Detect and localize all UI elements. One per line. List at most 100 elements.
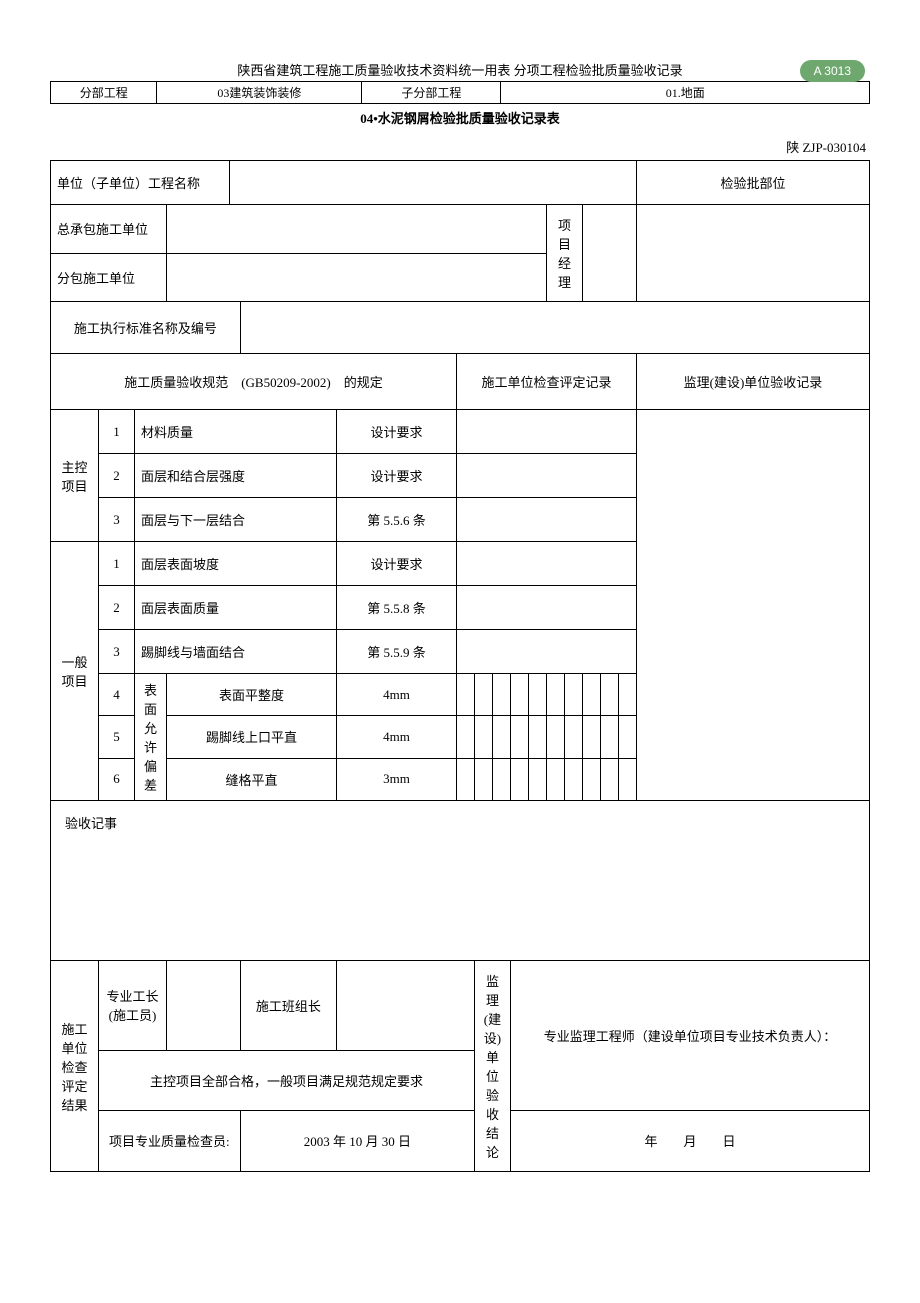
cell[interactable] <box>510 674 528 716</box>
standard-label: 施工执行标准名称及编号 <box>51 302 241 354</box>
mc-n-3: 3 <box>99 498 135 542</box>
check-record-label: 施工单位检查评定记录 <box>456 354 636 410</box>
g-n-3: 3 <box>99 630 135 674</box>
g-n-4: 4 <box>99 674 135 716</box>
mc-n-2: 2 <box>99 454 135 498</box>
cell[interactable] <box>546 758 564 800</box>
pm-value[interactable] <box>582 205 636 302</box>
supervisor-record-label: 监理(建设)单位验收记录 <box>636 354 869 410</box>
cell[interactable] <box>600 758 618 800</box>
unit-name-value[interactable] <box>229 161 636 205</box>
cell[interactable] <box>492 716 510 758</box>
g-item-6: 缝格平直 <box>167 758 337 800</box>
general-group-label: 一般项目 <box>51 542 99 801</box>
doc-badge: A 3013 <box>800 60 865 82</box>
cell[interactable] <box>492 758 510 800</box>
batch-part-label: 检验批部位 <box>636 161 869 205</box>
mc-rec-2[interactable] <box>456 454 636 498</box>
g-item-1: 面层表面坡度 <box>135 542 337 586</box>
subtitle: 04•水泥钢屑检验批质量验收记录表 <box>50 104 870 131</box>
unit-name-label: 单位（子单位）工程名称 <box>51 161 230 205</box>
notes-cell[interactable]: 验收记事 <box>51 801 870 961</box>
spec-label: 施工质量验收规范 (GB50209-2002) 的规定 <box>51 354 457 410</box>
mc-item-2: 面层和结合层强度 <box>135 454 337 498</box>
g-rec-1[interactable] <box>456 542 636 586</box>
cell[interactable] <box>510 758 528 800</box>
cell[interactable] <box>474 674 492 716</box>
foreman-value[interactable] <box>167 961 241 1051</box>
mc-item-1: 材料质量 <box>135 410 337 454</box>
inspector-label: 项目专业质量检查员: <box>99 1110 241 1171</box>
mc-req-2: 设计要求 <box>336 454 456 498</box>
batch-part-value[interactable] <box>636 205 869 302</box>
cell[interactable] <box>582 758 600 800</box>
foreman-label: 专业工长(施工员) <box>99 961 167 1051</box>
date-2: 年 月 日 <box>510 1110 869 1171</box>
g-rec-2[interactable] <box>456 586 636 630</box>
cell[interactable] <box>618 716 636 758</box>
h-col1-label: 分部工程 <box>51 82 157 104</box>
general-contractor-label: 总承包施工单位 <box>51 205 167 254</box>
main-group-label: 主控项目 <box>51 410 99 542</box>
supervisor-record-cell[interactable] <box>636 410 869 801</box>
g-req-4: 4mm <box>336 674 456 716</box>
engineer-sig-label: 专业监理工程师（建设单位项目专业技术负责人）： <box>510 961 869 1111</box>
cell[interactable] <box>492 674 510 716</box>
team-leader-label: 施工班组长 <box>240 961 336 1051</box>
tolerance-label: 表面允许偏差 <box>135 674 167 801</box>
mc-rec-1[interactable] <box>456 410 636 454</box>
cell[interactable] <box>564 674 582 716</box>
general-contractor-value[interactable] <box>167 205 547 254</box>
mc-req-1: 设计要求 <box>336 410 456 454</box>
cell[interactable] <box>618 674 636 716</box>
subcontractor-label: 分包施工单位 <box>51 253 167 302</box>
cell[interactable] <box>546 674 564 716</box>
cell[interactable] <box>456 674 474 716</box>
pm-label: 项目 经理 <box>546 205 582 302</box>
cell[interactable] <box>564 716 582 758</box>
h-col1-value: 03建筑装饰装修 <box>157 82 362 104</box>
g-req-5: 4mm <box>336 716 456 758</box>
cell[interactable] <box>564 758 582 800</box>
cell[interactable] <box>600 716 618 758</box>
cell[interactable] <box>528 716 546 758</box>
header-table: 分部工程 03建筑装饰装修 子分部工程 01.地面 <box>50 81 870 104</box>
g-item-4: 表面平整度 <box>167 674 337 716</box>
cell[interactable] <box>600 674 618 716</box>
doc-code: 陕 ZJP-030104 <box>50 137 866 156</box>
g-item-5: 踢脚线上口平直 <box>167 716 337 758</box>
cell[interactable] <box>582 716 600 758</box>
supervisor-conclusion-label: 监理(建设)单位验收结论 <box>474 961 510 1172</box>
main-result-text: 主控项目全部合格，一般项目满足规范规定要求 <box>99 1050 475 1110</box>
g-n-1: 1 <box>99 542 135 586</box>
g-item-2: 面层表面质量 <box>135 586 337 630</box>
g-rec-3[interactable] <box>456 630 636 674</box>
mc-rec-3[interactable] <box>456 498 636 542</box>
mc-req-3: 第 5.5.6 条 <box>336 498 456 542</box>
subcontractor-value[interactable] <box>167 253 547 302</box>
cell[interactable] <box>582 674 600 716</box>
h-col2-label: 子分部工程 <box>362 82 501 104</box>
g-req-6: 3mm <box>336 758 456 800</box>
cell[interactable] <box>456 758 474 800</box>
notes-label: 验收记事 <box>65 816 117 831</box>
g-req-2: 第 5.5.8 条 <box>336 586 456 630</box>
g-n-6: 6 <box>99 758 135 800</box>
cell[interactable] <box>528 674 546 716</box>
h-col2-value: 01.地面 <box>501 82 870 104</box>
cell[interactable] <box>510 716 528 758</box>
cell[interactable] <box>546 716 564 758</box>
cell[interactable] <box>474 758 492 800</box>
g-item-3: 踢脚线与墙面结合 <box>135 630 337 674</box>
cell[interactable] <box>456 716 474 758</box>
standard-value[interactable] <box>240 302 869 354</box>
mc-n-1: 1 <box>99 410 135 454</box>
cell[interactable] <box>474 716 492 758</box>
mc-item-3: 面层与下一层结合 <box>135 498 337 542</box>
cell[interactable] <box>618 758 636 800</box>
g-req-1: 设计要求 <box>336 542 456 586</box>
cell[interactable] <box>528 758 546 800</box>
team-leader-value[interactable] <box>336 961 474 1051</box>
g-n-5: 5 <box>99 716 135 758</box>
g-req-3: 第 5.5.9 条 <box>336 630 456 674</box>
